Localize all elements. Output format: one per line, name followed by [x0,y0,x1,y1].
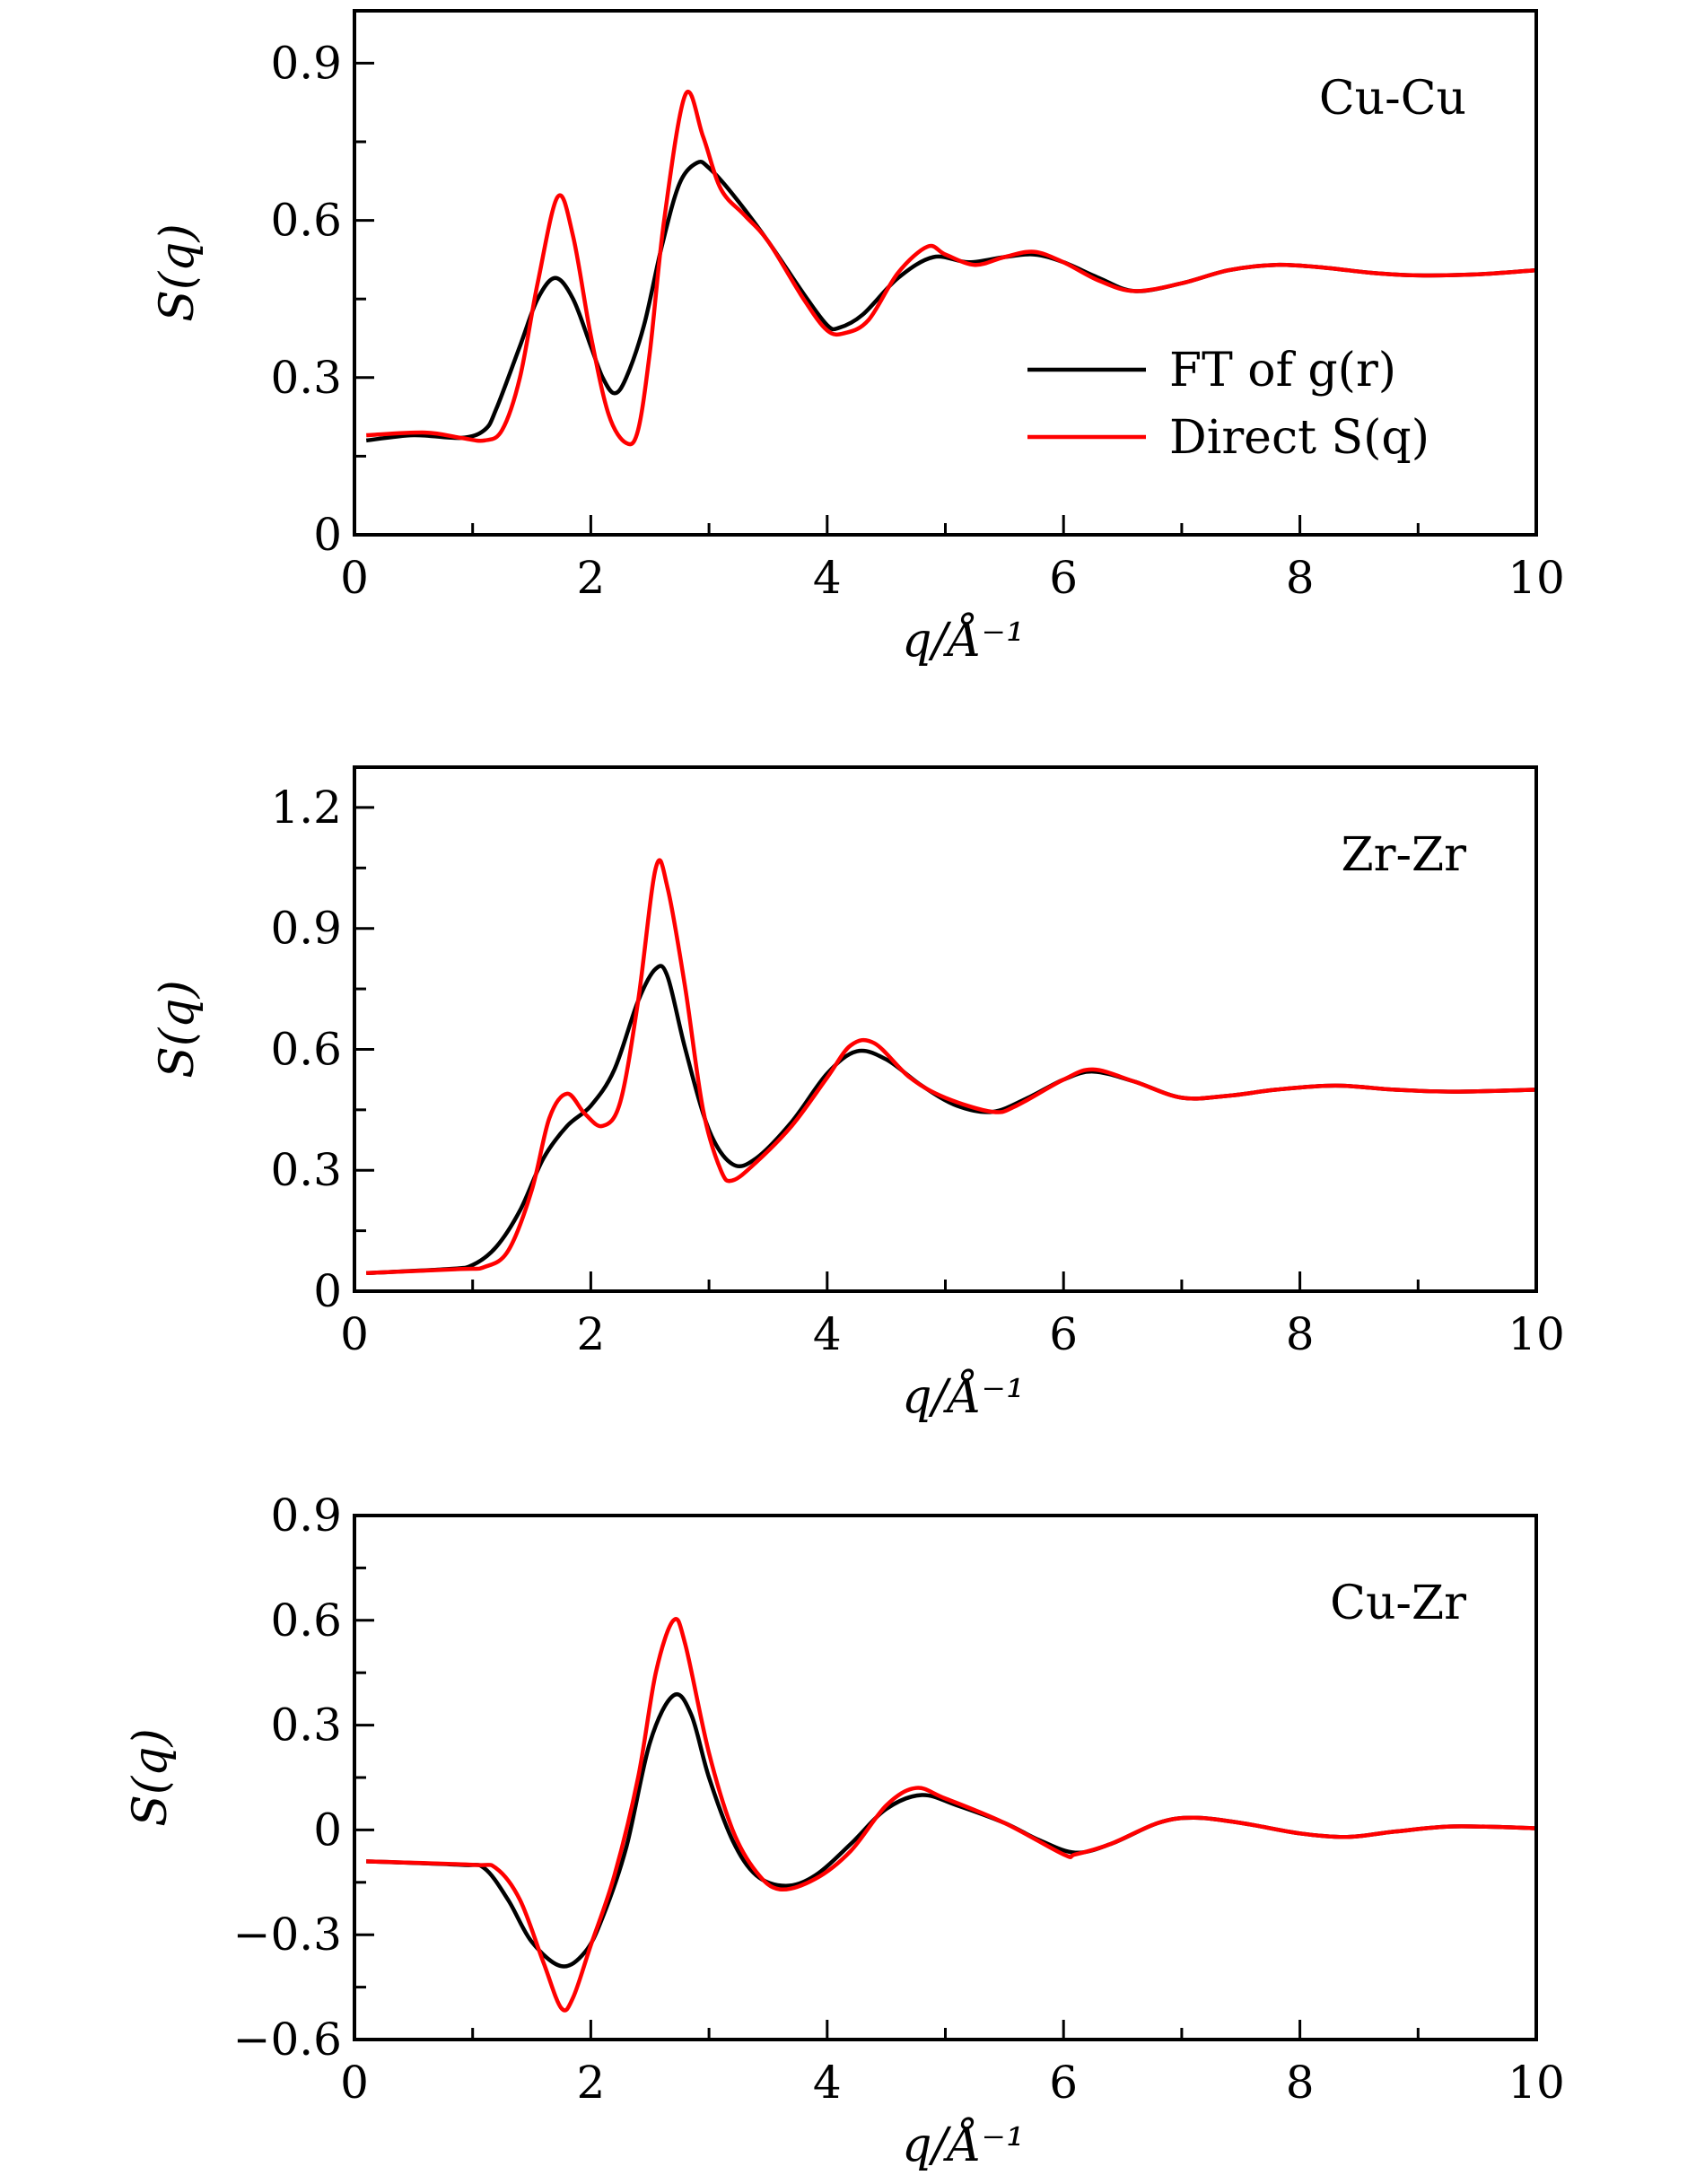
y-axis-label: S(q) [124,1728,178,1826]
x-axis-label: q/Å⁻¹ [902,2117,1025,2172]
y-tick-label: 0.3 [270,1699,342,1752]
x-tick-label: 8 [1286,552,1315,604]
series-line-ft-of-g-r [366,1692,1537,1969]
x-tick-label: 2 [576,2057,605,2109]
x-tick-label: 0 [340,552,369,604]
x-tick-label: 4 [813,1308,842,1360]
x-tick-label: 6 [1049,552,1078,604]
x-tick-label: 0 [340,2057,369,2109]
x-tick-label: 8 [1286,1308,1315,1360]
x-tick-label: 4 [813,2057,842,2109]
x-tick-label: 2 [576,1308,605,1360]
legend: FT of g(r) Direct S(q) [1027,344,1429,465]
legend-entry: Direct S(q) [1169,411,1429,465]
x-tick-label: 4 [813,552,842,604]
y-tick-label: 0.6 [270,1023,342,1075]
x-tick-label: 0 [340,1308,369,1360]
y-tick-label: −0.3 [233,1909,342,1961]
panel-cu-zr: 0 2 4 6 8 10 −0.6 −0.3 0 0.3 0.6 0.9 q/Å⁻¹ S(q) Cu-Zr [124,1489,1565,2172]
y-tick-label: 0.6 [270,1594,342,1647]
series-line-direct-s-q [366,858,1537,1276]
x-tick-label: 10 [1508,1308,1565,1360]
y-tick-label: 0 [313,1265,342,1317]
y-tick-label: 0.9 [270,37,342,89]
x-tick-label: 10 [1508,552,1565,604]
panel-label: Cu-Cu [1319,72,1466,126]
panel-cu-cu: 0 2 4 6 8 10 0 0.3 0.6 0.9 q/Å⁻¹ S(q) Cu-Cu FT of g(r… [151,9,1565,668]
y-tick-label: 0 [313,509,342,561]
x-axis-label: q/Å⁻¹ [902,612,1025,668]
x-tick-label: 6 [1049,2057,1078,2109]
series-line-ft-of-g-r [365,159,1537,443]
x-tick-label: 6 [1049,1308,1078,1360]
y-tick-label: 0.3 [270,1144,342,1196]
y-tick-label: 0.6 [270,195,342,247]
x-axis-label: q/Å⁻¹ [902,1368,1025,1424]
panel-zr-zr: 0 2 4 6 8 10 0 0.3 0.6 0.9 1.2 q/Å⁻¹ S(q) Zr-Zr [151,765,1565,1424]
panel-label: Cu-Zr [1330,1577,1466,1630]
y-axis-label: S(q) [151,980,205,1078]
series-line-ft-of-g-r [366,964,1537,1276]
series-line-direct-s-q [366,90,1537,447]
x-tick-label: 8 [1286,2057,1315,2109]
y-axis-label: S(q) [151,223,205,321]
panel-label: Zr-Zr [1341,828,1466,882]
y-tick-label: 0.9 [270,903,342,955]
x-tick-label: 10 [1508,2057,1565,2109]
y-tick-label: 0.3 [270,352,342,404]
series-line-direct-s-q [366,1617,1537,2013]
y-tick-label: 1.2 [270,782,342,834]
y-tick-label: −0.6 [233,2014,342,2066]
y-tick-label: 0 [313,1804,342,1856]
x-tick-label: 2 [576,552,605,604]
y-tick-label: 0.9 [270,1489,342,1542]
legend-entry: FT of g(r) [1169,344,1396,397]
